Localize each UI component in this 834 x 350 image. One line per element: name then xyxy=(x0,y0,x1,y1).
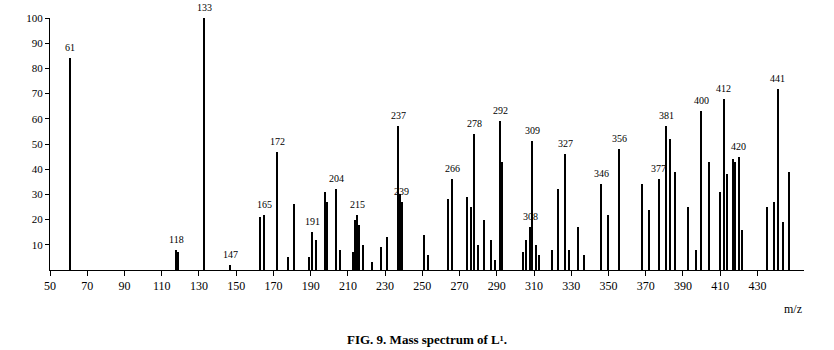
svg-text:130: 130 xyxy=(190,279,208,293)
svg-text:118: 118 xyxy=(169,234,184,245)
svg-text:346: 346 xyxy=(594,168,609,179)
svg-text:90: 90 xyxy=(118,279,130,293)
svg-text:165: 165 xyxy=(257,199,272,210)
svg-text:330: 330 xyxy=(562,279,580,293)
svg-text:230: 230 xyxy=(376,279,394,293)
svg-text:266: 266 xyxy=(445,163,460,174)
svg-text:420: 420 xyxy=(731,141,746,152)
svg-text:237: 237 xyxy=(391,110,406,121)
svg-text:90: 90 xyxy=(32,37,44,49)
svg-text:10: 10 xyxy=(32,239,44,251)
svg-text:133: 133 xyxy=(197,2,212,13)
svg-text:210: 210 xyxy=(339,279,357,293)
svg-text:250: 250 xyxy=(413,279,431,293)
svg-text:400: 400 xyxy=(694,95,709,106)
svg-text:204: 204 xyxy=(329,173,344,184)
svg-text:70: 70 xyxy=(81,279,93,293)
svg-text:40: 40 xyxy=(32,163,44,175)
svg-text:309: 309 xyxy=(525,125,540,136)
svg-text:412: 412 xyxy=(716,83,731,94)
svg-text:327: 327 xyxy=(558,138,573,149)
svg-text:20: 20 xyxy=(32,213,44,225)
svg-text:290: 290 xyxy=(488,279,506,293)
svg-text:172: 172 xyxy=(270,136,285,147)
svg-text:80: 80 xyxy=(32,62,44,74)
svg-text:m/z: m/z xyxy=(784,302,802,316)
svg-text:356: 356 xyxy=(612,133,627,144)
svg-text:308: 308 xyxy=(523,211,538,222)
svg-text:191: 191 xyxy=(305,216,320,227)
svg-text:310: 310 xyxy=(525,279,543,293)
svg-text:61: 61 xyxy=(65,42,75,53)
svg-text:100: 100 xyxy=(26,12,43,24)
svg-text:190: 190 xyxy=(302,279,320,293)
svg-text:30: 30 xyxy=(32,188,44,200)
svg-text:441: 441 xyxy=(770,73,785,84)
svg-text:381: 381 xyxy=(659,110,674,121)
svg-text:50: 50 xyxy=(32,138,44,150)
svg-text:390: 390 xyxy=(674,279,692,293)
svg-text:239: 239 xyxy=(394,186,409,197)
svg-text:70: 70 xyxy=(32,87,44,99)
svg-text:FIG. 9. Mass spectrum of L¹.: FIG. 9. Mass spectrum of L¹. xyxy=(347,332,507,347)
svg-text:430: 430 xyxy=(748,279,766,293)
svg-text:60: 60 xyxy=(32,113,44,125)
svg-text:215: 215 xyxy=(350,199,365,210)
svg-text:350: 350 xyxy=(600,279,618,293)
svg-text:370: 370 xyxy=(637,279,655,293)
svg-text:170: 170 xyxy=(264,279,282,293)
svg-text:110: 110 xyxy=(153,279,171,293)
svg-text:147: 147 xyxy=(223,249,238,260)
svg-text:278: 278 xyxy=(467,118,482,129)
svg-text:150: 150 xyxy=(227,279,245,293)
svg-text:270: 270 xyxy=(451,279,469,293)
svg-text:50: 50 xyxy=(44,279,56,293)
svg-text:410: 410 xyxy=(711,279,729,293)
svg-text:292: 292 xyxy=(493,105,508,116)
svg-text:377: 377 xyxy=(651,163,666,174)
